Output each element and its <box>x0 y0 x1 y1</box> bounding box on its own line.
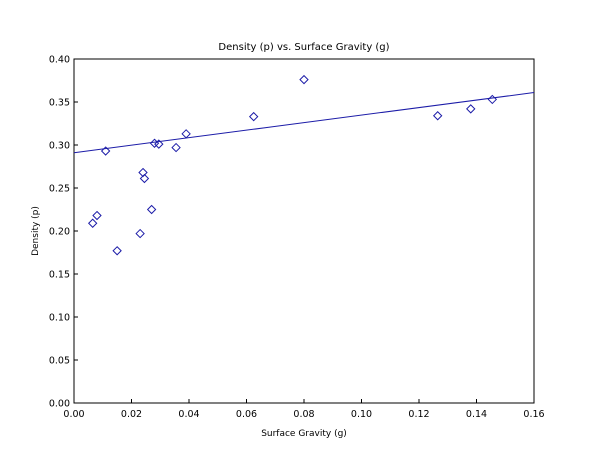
data-point <box>466 104 476 114</box>
x-axis-label: Surface Gravity (g) <box>261 429 347 439</box>
y-tick-label: 0.10 <box>49 313 70 324</box>
x-axis: 0.00 0.02 0.04 0.06 0.08 0.10 0.12 0.14 0.16 <box>63 399 545 420</box>
data-point <box>139 173 150 184</box>
x-tick-label: 0.12 <box>408 409 429 420</box>
trendline <box>73 92 535 154</box>
data-point <box>432 111 443 121</box>
plot-area-frame <box>73 58 535 404</box>
data-point <box>112 246 122 256</box>
y-tick-label: 0.25 <box>49 184 70 195</box>
x-tick-label: 0.14 <box>466 409 487 420</box>
y-tick-label: 0.00 <box>49 399 70 410</box>
data-points <box>87 74 498 256</box>
y-tick-label: 0.35 <box>49 98 70 109</box>
x-tick-label: 0.02 <box>121 409 142 420</box>
x-tick-label: 0.16 <box>523 409 544 420</box>
x-tick-label: 0.10 <box>351 409 372 420</box>
y-axis: 0.00 0.05 0.10 0.15 0.20 0.25 0.30 0.35 0.40 <box>49 55 78 410</box>
data-point <box>87 218 98 228</box>
x-tick-label: 0.06 <box>236 409 257 420</box>
data-point <box>181 129 191 139</box>
chart-title: Density (p) vs. Surface Gravity (g) <box>218 42 389 53</box>
y-tick-label: 0.05 <box>49 356 70 367</box>
x-tick-label: 0.08 <box>293 409 314 420</box>
y-tick-label: 0.30 <box>49 141 70 152</box>
x-tick-label: 0.04 <box>178 409 199 420</box>
data-point <box>146 204 157 215</box>
data-point <box>487 94 498 105</box>
data-point <box>135 228 145 239</box>
data-point <box>92 210 102 221</box>
data-point <box>299 74 309 85</box>
y-tick-label: 0.40 <box>49 55 70 66</box>
data-point <box>171 142 181 153</box>
x-tick-label: 0.00 <box>63 409 84 420</box>
data-point <box>248 111 259 122</box>
y-tick-label: 0.15 <box>49 270 70 281</box>
y-tick-label: 0.20 <box>49 227 70 238</box>
data-point <box>154 139 164 149</box>
y-axis-label: Density (p) <box>31 206 41 256</box>
data-point <box>100 146 111 156</box>
